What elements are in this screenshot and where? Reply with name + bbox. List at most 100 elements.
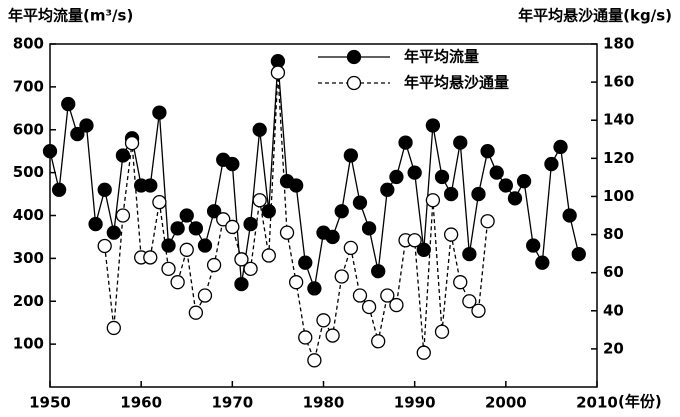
x-tick-label: 2000: [485, 394, 527, 412]
data-point: [124, 135, 140, 151]
legend-label: 年平均悬沙通量: [404, 74, 509, 92]
data-point: [143, 178, 158, 193]
data-point: [197, 288, 213, 303]
data-point: [471, 186, 486, 202]
data-point: [361, 221, 377, 236]
data-point: [325, 328, 340, 343]
y-axis-title: 年平均流量(m³/s): [8, 7, 133, 25]
data-point: [97, 182, 112, 197]
x-tick-label: 1960: [120, 394, 162, 412]
y2-tick-label: 100: [603, 187, 634, 205]
data-point: [88, 216, 103, 232]
y2-tick-label: 20: [603, 339, 624, 357]
data-point: [425, 118, 441, 133]
data-point: [516, 174, 532, 189]
y2-tick-label: 60: [603, 263, 624, 281]
data-point: [407, 165, 422, 180]
data-point: [443, 227, 459, 242]
legend-label: 年平均流量: [404, 48, 479, 66]
data-point: [152, 195, 167, 210]
data-point: [143, 250, 158, 265]
data-point: [298, 255, 313, 270]
y2-tick-label: 140: [603, 111, 634, 129]
y-tick-label: 500: [13, 163, 44, 181]
data-point: [106, 320, 121, 336]
x-tick-label: 1990: [394, 394, 436, 412]
y-tick-label: 300: [13, 249, 44, 267]
data-point: [51, 182, 67, 197]
data-point: [434, 324, 450, 339]
data-point: [334, 204, 349, 219]
data-point: [161, 261, 176, 277]
data-point: [562, 208, 577, 223]
plot-frame: [49, 43, 598, 388]
y-tick-label: 100: [13, 335, 44, 353]
data-point: [352, 288, 368, 303]
x-axis-title: (年份): [618, 393, 662, 411]
data-point: [97, 238, 112, 254]
data-point: [161, 238, 176, 253]
y-tick-label: 400: [13, 206, 44, 224]
data-point: [544, 156, 559, 172]
data-point: [261, 204, 276, 219]
y2-tick-label: 180: [603, 35, 634, 53]
data-point: [407, 233, 422, 248]
data-point: [416, 345, 431, 360]
data-point: [179, 242, 194, 257]
data-point: [197, 238, 213, 253]
data-point: [371, 264, 386, 279]
data-point: [553, 139, 568, 155]
y-tick-label: 700: [13, 77, 44, 95]
data-point: [526, 238, 541, 253]
data-point: [298, 330, 313, 345]
data-point: [216, 212, 231, 227]
data-point: [471, 303, 486, 318]
legend-marker: [346, 75, 362, 91]
data-point: [453, 275, 468, 290]
data-point: [507, 191, 523, 206]
data-point: [243, 261, 258, 277]
data-point: [307, 281, 322, 296]
x-tick-label: 1950: [29, 394, 71, 412]
data-point: [343, 148, 359, 163]
data-point: [489, 165, 504, 180]
y-tick-label: 800: [13, 35, 44, 53]
legend-marker: [346, 49, 362, 65]
data-point: [480, 214, 495, 229]
y2-tick-label: 120: [603, 149, 634, 167]
data-point: [443, 186, 459, 202]
data-point: [325, 229, 340, 245]
data-point: [115, 148, 131, 163]
data-point: [371, 334, 386, 349]
data-point: [279, 225, 295, 240]
data-point: [234, 276, 249, 292]
data-point: [61, 96, 76, 112]
data-point: [225, 156, 240, 172]
data-point: [188, 221, 204, 236]
data-point: [234, 252, 249, 267]
x-tick-label: 2010: [576, 394, 618, 412]
data-point: [252, 122, 267, 137]
data-point: [571, 246, 586, 262]
data-point: [288, 178, 304, 193]
data-point: [252, 193, 267, 208]
data-point: [480, 144, 495, 159]
data-point: [188, 305, 204, 320]
y-tick-label: 200: [13, 292, 44, 310]
y-tick-label: 600: [13, 120, 44, 138]
data-point: [42, 144, 58, 159]
data-point: [462, 246, 477, 262]
y2-tick-label: 40: [603, 301, 624, 319]
data-point: [425, 193, 441, 208]
y2-tick-label: 160: [603, 73, 634, 91]
data-point: [206, 204, 222, 219]
data-point: [434, 169, 450, 185]
data-point: [498, 178, 513, 193]
data-point: [170, 275, 185, 290]
data-point: [334, 269, 349, 284]
data-point: [316, 313, 331, 328]
data-point: [389, 169, 404, 185]
x-tick-label: 1970: [211, 394, 253, 412]
data-point: [380, 288, 395, 303]
